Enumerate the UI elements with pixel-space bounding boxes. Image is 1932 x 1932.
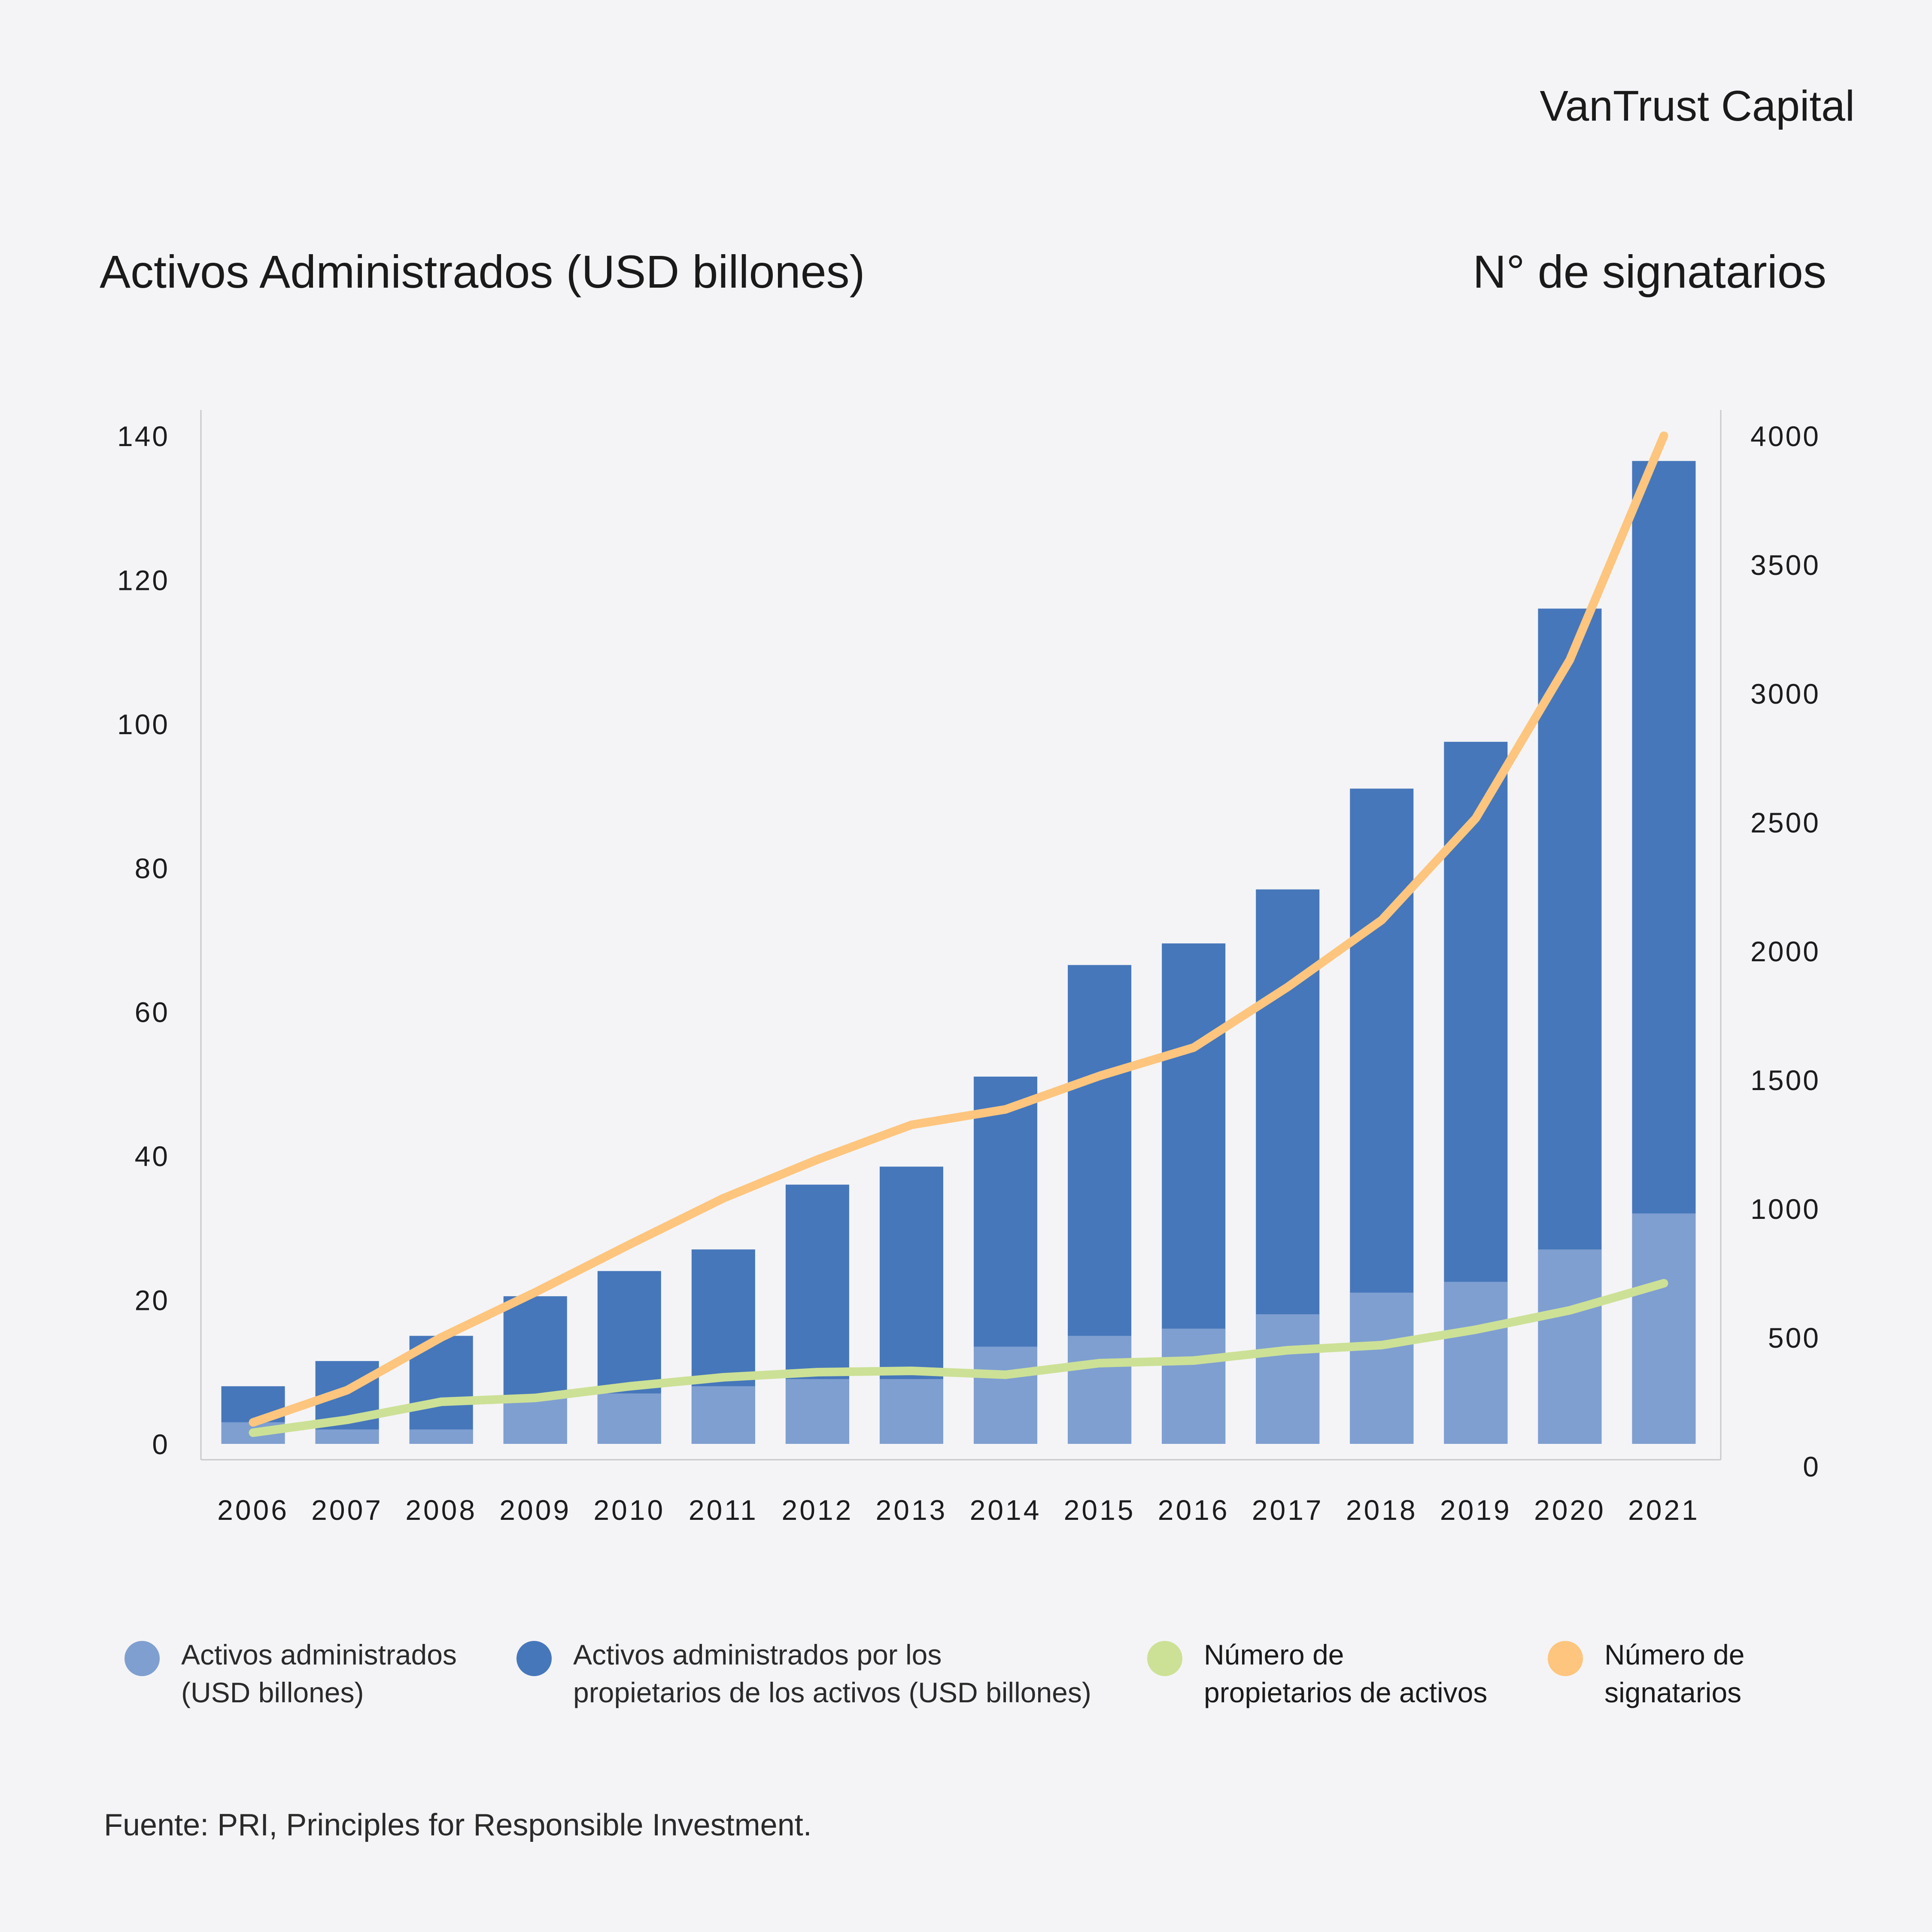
x-tick-2009: 2009 xyxy=(499,1494,571,1526)
bar-managed-2009 xyxy=(503,1397,567,1444)
right-tick-3000: 3000 xyxy=(1750,678,1820,710)
bar-managed-2017 xyxy=(1256,1314,1320,1444)
chart: 0 20 40 60 80 100 120 140 0 500 1000 1500 2000 2500 3… xyxy=(117,410,1820,1526)
x-tick-2012: 2012 xyxy=(781,1494,853,1526)
chart-frame xyxy=(200,410,1722,1461)
x-tick-2020: 2020 xyxy=(1534,1494,1606,1526)
right-tick-2500: 2500 xyxy=(1750,807,1820,838)
left-tick-80: 80 xyxy=(135,852,170,884)
right-tick-500: 500 xyxy=(1768,1322,1820,1354)
bar-managed-2019 xyxy=(1444,1282,1508,1444)
legend-marker-owner-managed xyxy=(516,1641,552,1676)
series-lines xyxy=(249,431,1668,1437)
x-axis-ticks: 2006 2007 2008 2009 2010 2011 2012 2013 2014 2015… xyxy=(217,1494,1700,1526)
x-tick-2006: 2006 xyxy=(217,1494,289,1526)
legend-marker-managed xyxy=(125,1641,160,1676)
x-tick-2007: 2007 xyxy=(311,1494,383,1526)
bars-owned xyxy=(221,1213,1696,1444)
x-tick-2015: 2015 xyxy=(1064,1494,1136,1526)
bar-managed-2008 xyxy=(409,1429,473,1444)
bar-managed-2020 xyxy=(1538,1249,1602,1444)
right-axis-title: N° de signatarios xyxy=(1473,246,1826,298)
legend-marker-signatories xyxy=(1548,1641,1583,1676)
left-tick-0: 0 xyxy=(152,1428,170,1460)
line-asset-owners xyxy=(249,1279,1668,1437)
left-axis-title: Activos Administrados (USD billones) xyxy=(100,246,865,298)
legend-label-owner-managed: Activos administrados por los propietari… xyxy=(573,1639,1091,1708)
right-axis-ticks: 0 500 1000 1500 2000 2500 3000 3500 4000 xyxy=(1750,420,1820,1482)
x-tick-2011: 2011 xyxy=(689,1494,758,1526)
legend-marker-asset-owners xyxy=(1147,1641,1182,1676)
legend-item-signatories: Número de signatarios xyxy=(1548,1636,1745,1711)
left-tick-120: 120 xyxy=(117,564,170,596)
x-tick-2018: 2018 xyxy=(1346,1494,1418,1526)
left-axis-ticks: 0 20 40 60 80 100 120 140 xyxy=(117,420,170,1460)
bar-managed-2016 xyxy=(1162,1328,1226,1444)
left-tick-140: 140 xyxy=(117,420,170,452)
bar-managed-2007 xyxy=(315,1429,379,1444)
bar-managed-2018 xyxy=(1350,1292,1414,1444)
right-tick-1500: 1500 xyxy=(1750,1064,1820,1096)
left-tick-20: 20 xyxy=(135,1285,170,1316)
left-tick-60: 60 xyxy=(135,996,170,1028)
line-signatories xyxy=(249,431,1668,1427)
bar-managed-2011 xyxy=(691,1386,755,1444)
brand-logo: VanTrust Capital xyxy=(1540,82,1855,130)
right-tick-4000: 4000 xyxy=(1750,420,1820,452)
bar-managed-2012 xyxy=(785,1379,849,1444)
left-tick-100: 100 xyxy=(117,708,170,740)
legend: Activos administrados (USD billones) Act… xyxy=(0,1636,1932,1722)
bar-managed-2013 xyxy=(879,1379,943,1444)
right-tick-1000: 1000 xyxy=(1750,1193,1820,1225)
bar-managed-2010 xyxy=(597,1393,661,1444)
right-tick-2000: 2000 xyxy=(1750,936,1820,967)
x-tick-2019: 2019 xyxy=(1440,1494,1512,1526)
legend-item-managed: Activos administrados (USD billones) xyxy=(125,1636,457,1711)
legend-label-asset-owners: Número de propietarios de activos xyxy=(1204,1639,1488,1708)
x-tick-2013: 2013 xyxy=(876,1494,948,1526)
left-tick-40: 40 xyxy=(135,1140,170,1172)
right-tick-0: 0 xyxy=(1803,1451,1820,1482)
x-tick-2017: 2017 xyxy=(1252,1494,1324,1526)
x-tick-2021: 2021 xyxy=(1628,1494,1700,1526)
right-tick-3500: 3500 xyxy=(1750,549,1820,581)
x-tick-2016: 2016 xyxy=(1158,1494,1230,1526)
x-tick-2010: 2010 xyxy=(593,1494,665,1526)
legend-label-signatories: Número de signatarios xyxy=(1604,1639,1745,1708)
x-tick-2014: 2014 xyxy=(970,1494,1042,1526)
legend-label-managed: Activos administrados (USD billones) xyxy=(181,1639,457,1708)
source-note: Fuente: PRI, Principles for Responsible … xyxy=(104,1808,812,1842)
bar-managed-2014 xyxy=(974,1346,1038,1444)
bar-managed-2021 xyxy=(1632,1213,1696,1444)
legend-item-asset-owners: Número de propietarios de activos xyxy=(1147,1636,1487,1711)
legend-item-owner-managed: Activos administrados por los propietari… xyxy=(516,1636,1091,1711)
bar-managed-2015 xyxy=(1068,1336,1132,1444)
x-tick-2008: 2008 xyxy=(405,1494,477,1526)
